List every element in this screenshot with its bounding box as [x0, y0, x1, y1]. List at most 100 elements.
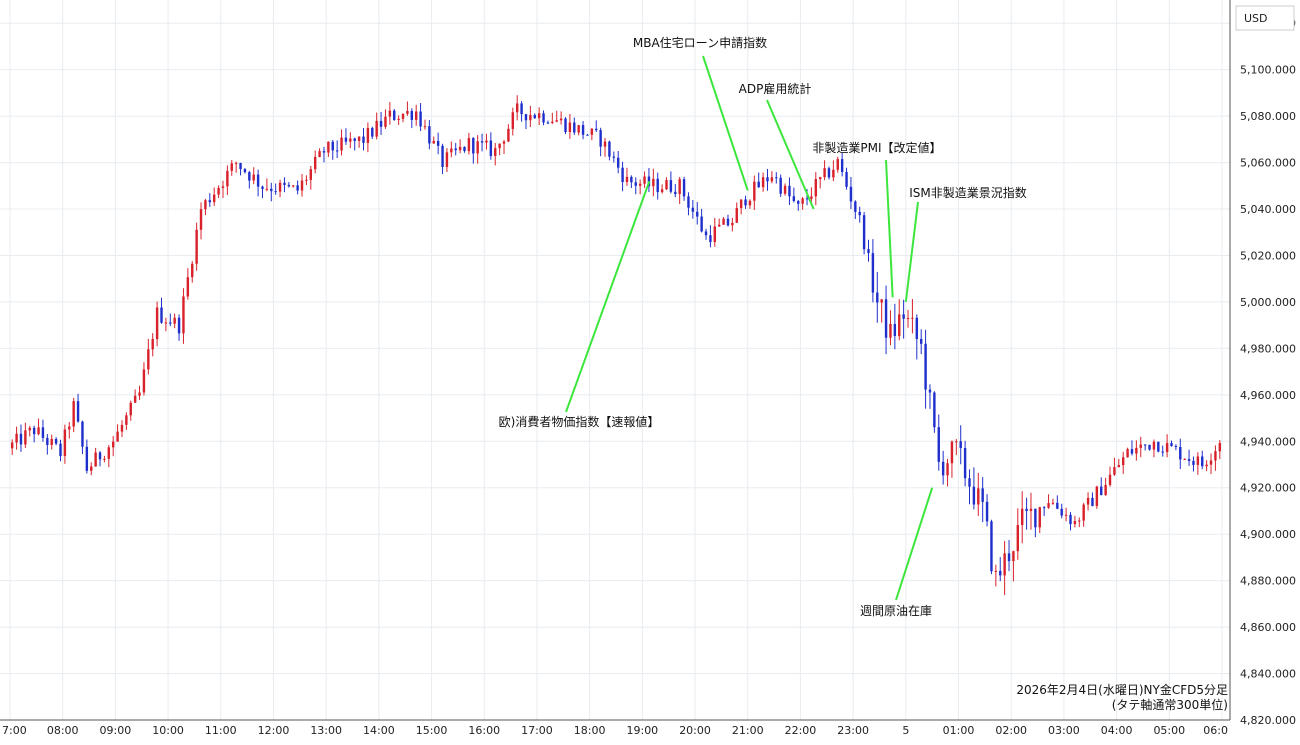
candle [753, 175, 756, 210]
candle [1196, 452, 1200, 475]
candle [797, 199, 800, 211]
candle [911, 299, 914, 334]
candle [371, 126, 374, 139]
candle [494, 142, 497, 166]
y-tick-label: 4,840.000 [1240, 668, 1296, 681]
candle [239, 162, 242, 176]
annotation: 非製造業PMI【改定値】 [812, 140, 942, 298]
candle [265, 178, 269, 192]
candle [638, 179, 642, 195]
candle [537, 107, 541, 126]
candle [476, 135, 479, 164]
candle [1214, 445, 1217, 471]
candle [428, 120, 431, 150]
candle [485, 133, 488, 150]
candle [472, 137, 475, 164]
candle [107, 445, 111, 468]
candle [564, 117, 567, 135]
candle [498, 143, 501, 156]
candle [195, 222, 198, 271]
candle [1086, 492, 1090, 511]
candle [555, 110, 558, 123]
candle [880, 299, 883, 323]
candle [331, 139, 334, 160]
candle [1165, 434, 1169, 458]
candle [770, 171, 774, 184]
candle [252, 167, 255, 185]
candle [994, 564, 998, 587]
candle [634, 177, 637, 195]
candle [1126, 447, 1129, 458]
annotation: MBA住宅ローン申請指数 [633, 35, 767, 191]
candle [19, 424, 23, 452]
candle [823, 160, 826, 181]
x-tick-label: 7:00 [2, 724, 27, 737]
candle [28, 425, 31, 437]
candle [656, 172, 659, 200]
candle [928, 384, 932, 409]
candle [524, 113, 528, 130]
annotation-label: ADP雇用統計 [739, 81, 812, 96]
candle [357, 136, 361, 148]
candle [32, 425, 36, 443]
candle [691, 200, 695, 219]
candle [898, 299, 901, 341]
y-tick-label: 4,860.000 [1240, 621, 1296, 634]
candle [248, 170, 251, 189]
candle [590, 127, 594, 141]
candle [1100, 477, 1103, 496]
candle [669, 171, 673, 194]
candle [647, 167, 651, 193]
candle [660, 184, 664, 194]
candle [515, 95, 519, 121]
candle [133, 389, 137, 403]
candle [292, 185, 295, 188]
candle [643, 171, 646, 188]
y-tick-label: 5,040.000 [1240, 203, 1296, 216]
candle [757, 172, 760, 188]
candle [59, 439, 62, 462]
candle [818, 176, 822, 189]
x-tick-label: 12:00 [258, 724, 290, 737]
candle [1016, 508, 1020, 560]
candle [792, 187, 796, 203]
candle [674, 183, 677, 198]
caption-line-1: 2026年2月4日(水曜日)NY金CFD5分足 [1016, 682, 1228, 697]
candle [204, 198, 207, 216]
candle [507, 124, 510, 143]
candle [142, 362, 146, 396]
candle [972, 467, 976, 510]
candle [274, 183, 277, 195]
candle [76, 393, 80, 423]
caption-line-2: (タテ軸通常300単位) [1112, 697, 1228, 712]
y-tick-label: 4,900.000 [1240, 528, 1296, 541]
grid-lines [0, 0, 1230, 721]
y-tick-label: 5,080.000 [1240, 110, 1296, 123]
candle [990, 519, 993, 575]
candle [1012, 550, 1015, 582]
candle [186, 268, 190, 300]
x-tick-label: 03:00 [1048, 724, 1080, 737]
candle [542, 110, 545, 126]
annotation-label: 週間原油在庫 [860, 604, 932, 618]
candle [414, 104, 418, 126]
candle [902, 299, 905, 339]
candle [81, 420, 84, 454]
candle [884, 285, 888, 355]
annotation-leader [895, 487, 934, 601]
annotation-leader [904, 201, 919, 303]
y-tick-label: 5,060.000 [1240, 157, 1296, 170]
candle [182, 288, 185, 344]
candle [393, 109, 396, 121]
candle [845, 167, 848, 190]
candle [766, 168, 769, 191]
candle [432, 136, 435, 144]
x-tick-label: 20:00 [679, 724, 711, 737]
candle [1209, 453, 1213, 475]
caption: 2026年2月4日(水曜日)NY金CFD5分足 (タテ軸通常300単位) [1016, 682, 1228, 712]
candle [906, 309, 910, 328]
candle [678, 176, 681, 205]
candle [349, 132, 352, 149]
candle [849, 177, 853, 210]
candle [1139, 436, 1142, 458]
